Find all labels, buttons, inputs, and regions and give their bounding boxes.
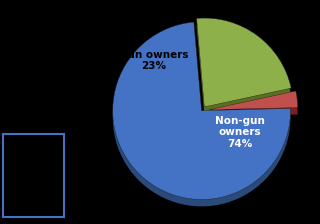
Wedge shape	[113, 22, 291, 200]
Wedge shape	[209, 98, 298, 117]
Wedge shape	[209, 91, 298, 110]
Text: Gun owners
23%: Gun owners 23%	[119, 50, 189, 71]
Wedge shape	[196, 18, 291, 107]
Wedge shape	[196, 25, 291, 114]
Text: Non-gun
owners
74%: Non-gun owners 74%	[215, 116, 265, 149]
Wedge shape	[113, 29, 291, 206]
